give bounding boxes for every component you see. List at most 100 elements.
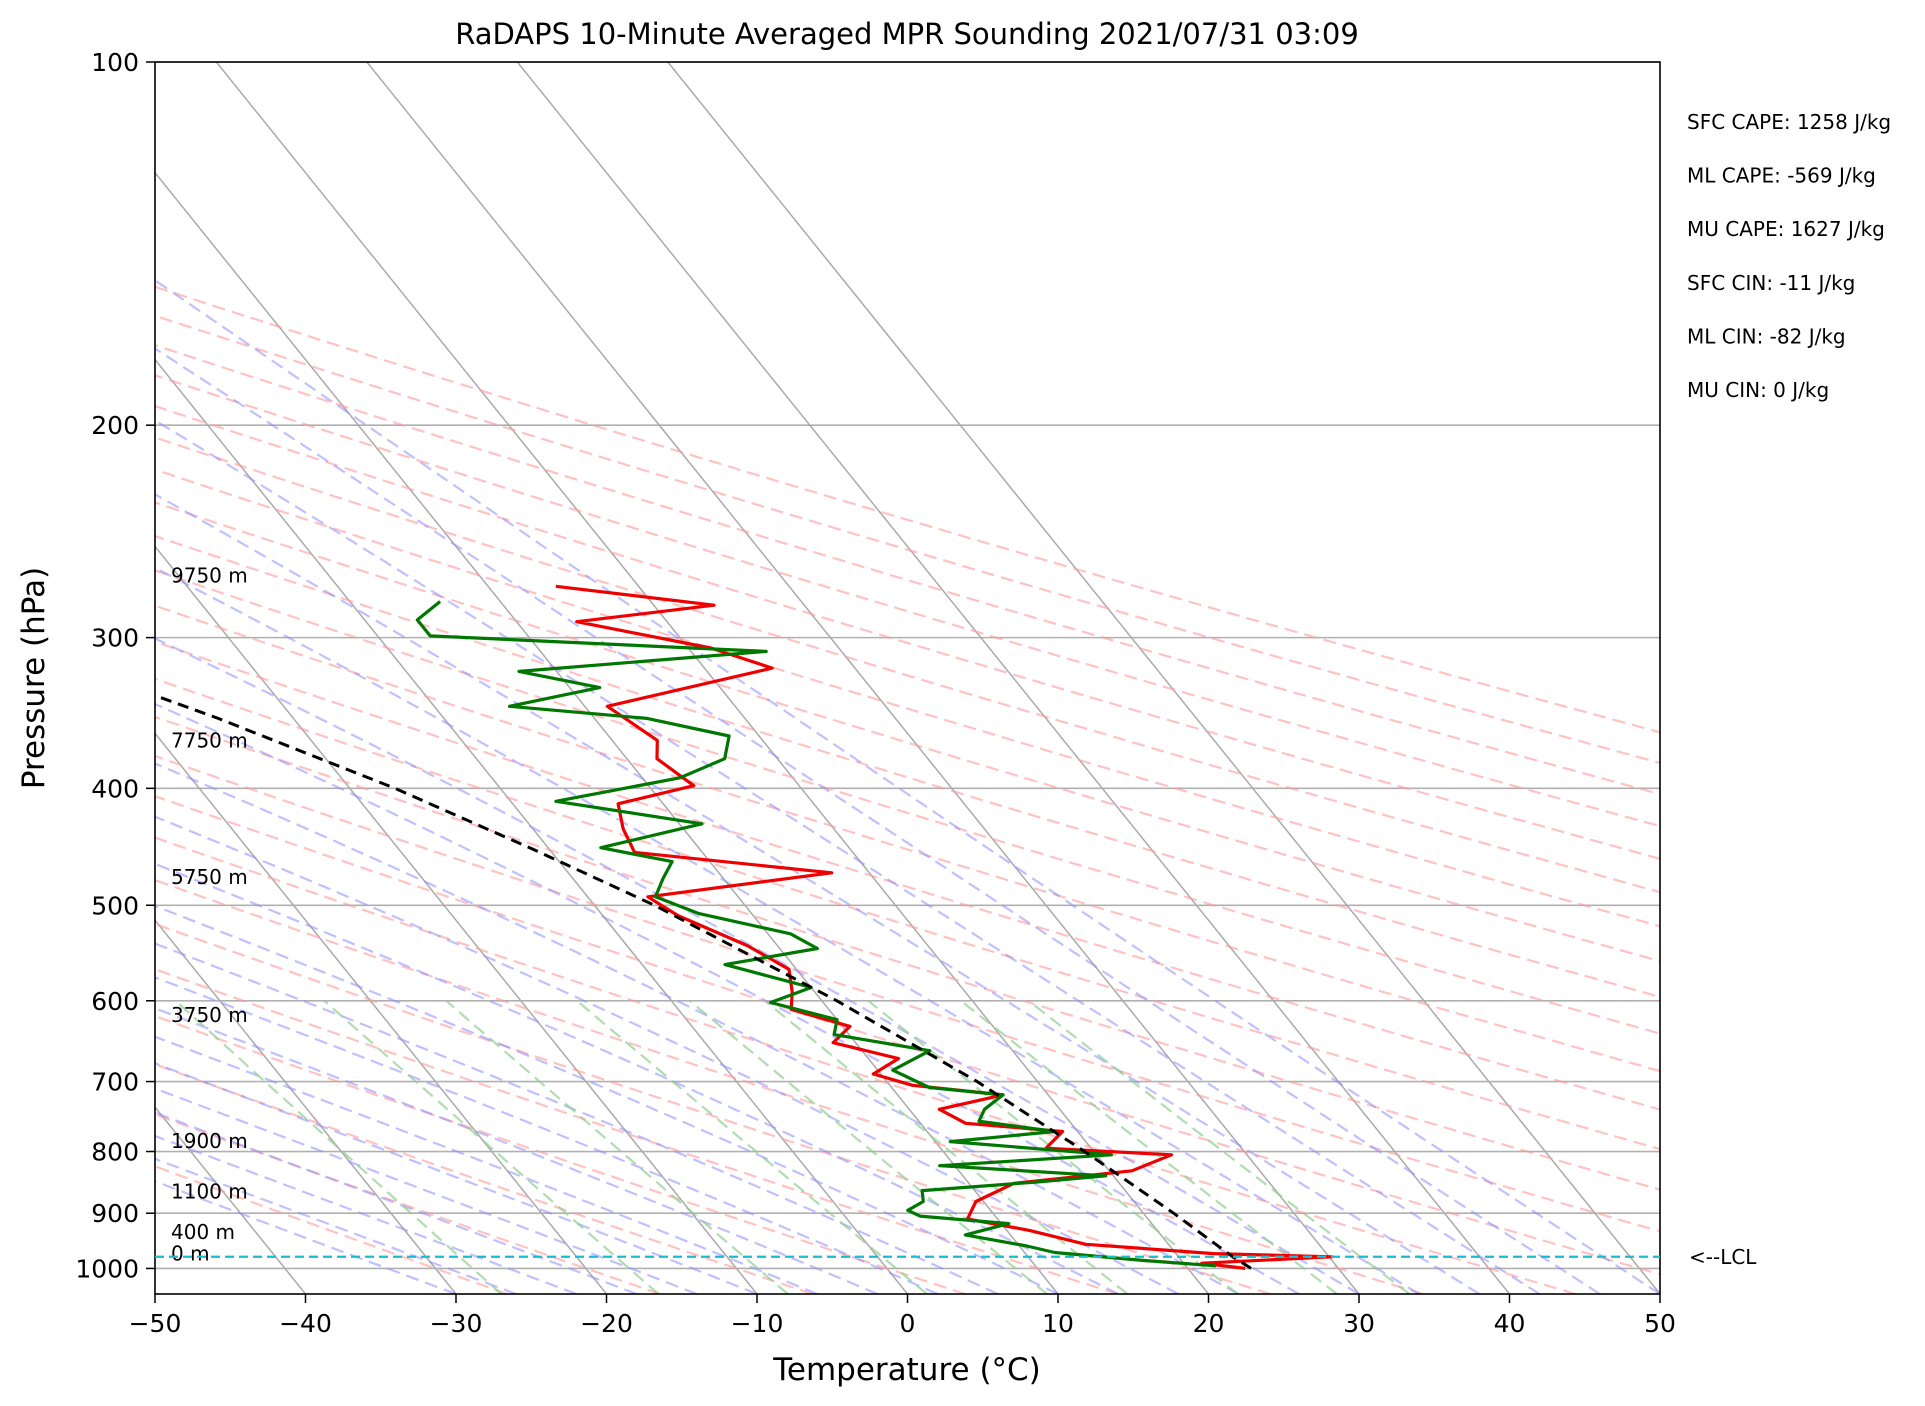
series-layer — [155, 584, 1334, 1270]
mixing-ratio-line — [323, 999, 660, 1294]
y-tick-label: 200 — [91, 411, 139, 440]
dry-adiabat-line — [155, 285, 1660, 734]
moist-adiabat-line — [155, 347, 1601, 1294]
isotherm-line — [155, 919, 457, 1294]
y-tick-label: 100 — [91, 48, 139, 77]
moist-adiabat-line — [155, 862, 1119, 1294]
x-axis: −50 −40 −30 −20 −10 0 10 20 30 40 50 — [129, 1294, 1676, 1338]
x-tick-label: 50 — [1644, 1309, 1676, 1338]
dewpoint-line — [415, 600, 1217, 1268]
moist-adiabat-line — [155, 904, 1059, 1294]
dry-adiabat-line — [155, 344, 1660, 796]
x-tick-label: 30 — [1343, 1309, 1375, 1338]
y-axis-label: Pressure (hPa) — [16, 567, 52, 789]
lcl-label: <--LCL — [1689, 1245, 1757, 1269]
moist-adiabat-line — [155, 1035, 818, 1294]
y-tick-label: 500 — [91, 891, 139, 920]
dry-adiabat-line — [155, 795, 1660, 1276]
dry-adiabat-line — [155, 640, 1660, 1111]
parcel-line — [155, 693, 1252, 1270]
chart-title: RaDAPS 10-Minute Averaged MPR Sounding 2… — [455, 17, 1359, 51]
dry-adiabat-line — [155, 468, 1660, 928]
moist-adiabat-line — [155, 1062, 758, 1294]
dry-adiabat-line — [155, 534, 1660, 999]
dry-adiabat-line — [155, 436, 1660, 894]
x-tick-label: 40 — [1494, 1309, 1526, 1338]
dry-adiabat-line — [155, 569, 1660, 1035]
x-tick-label: −40 — [279, 1309, 332, 1338]
height-label: 3750 m — [171, 1003, 248, 1027]
moist-adiabat-line — [155, 942, 999, 1294]
index-label: ML CAPE: -569 J/kg — [1687, 164, 1876, 188]
dry-adiabat-line — [155, 715, 1660, 1191]
dry-adiabat-line — [155, 501, 1660, 963]
plot-frame — [154, 61, 1661, 1295]
isotherm-line — [215, 62, 1210, 1294]
x-axis-label: Temperature (°C) — [772, 1352, 1041, 1388]
height-label: 5750 m — [171, 865, 248, 889]
grid-layer — [155, 62, 1660, 1294]
dry-adiabat-line — [155, 374, 1660, 828]
dry-adiabat-line — [155, 677, 1660, 1151]
dry-adiabat-line — [155, 922, 1271, 1294]
moist-adiabat-line — [155, 1180, 457, 1294]
y-tick-label: 400 — [91, 774, 139, 803]
index-label: MU CIN: 0 J/kg — [1687, 378, 1829, 402]
moist-adiabat-line — [155, 419, 1541, 1294]
dry-adiabat-line — [155, 404, 1660, 860]
mixing-ratio-line — [445, 999, 789, 1294]
x-tick-label: 20 — [1193, 1309, 1225, 1338]
mixing-ratio-line — [1027, 999, 1411, 1294]
isotherm-line — [155, 732, 608, 1294]
moist-adiabat-line — [155, 762, 1240, 1294]
height-label: 9750 m — [171, 563, 248, 587]
height-label: 1100 m — [171, 1179, 248, 1203]
dry-adiabat-line — [155, 878, 1424, 1294]
y-tick-label: 300 — [91, 624, 139, 653]
moist-adiabat-line — [155, 1134, 577, 1294]
mixing-ratio-line — [175, 999, 502, 1294]
height-label: 400 m — [171, 1220, 235, 1244]
dry-adiabat-line — [155, 754, 1660, 1233]
moist-adiabat-line — [155, 1111, 637, 1294]
height-label: 1900 m — [171, 1129, 248, 1153]
index-label: SFC CIN: -11 J/kg — [1687, 271, 1855, 295]
mixing-ratio-line — [576, 999, 928, 1294]
y-tick-label: 600 — [91, 987, 139, 1016]
moist-adiabat-line — [155, 278, 1660, 1294]
height-label: 0 m — [171, 1242, 210, 1266]
x-tick-label: −50 — [129, 1309, 182, 1338]
dry-adiabat-line — [155, 1014, 966, 1294]
dry-adiabat-line — [155, 314, 1660, 765]
isotherm-line — [366, 62, 1360, 1294]
dry-adiabat-line — [155, 1165, 508, 1294]
moist-adiabat-line — [155, 637, 1360, 1294]
moist-adiabat-line — [155, 1007, 878, 1294]
isotherm-line — [155, 545, 758, 1294]
moist-adiabat-line — [155, 566, 1420, 1294]
index-label: ML CIN: -82 J/kg — [1687, 324, 1846, 348]
isotherm-line — [667, 62, 1660, 1294]
y-tick-label: 800 — [91, 1138, 139, 1167]
x-tick-label: 10 — [1042, 1309, 1074, 1338]
moist-adiabat-line — [155, 976, 939, 1294]
isotherm-line — [516, 62, 1511, 1294]
x-tick-label: −10 — [731, 1309, 784, 1338]
y-axis: 100 200 300 400 500 600 700 800 900 1000 — [75, 48, 155, 1283]
index-label: MU CAPE: 1627 J/kg — [1687, 217, 1885, 241]
dry-adiabat-line — [155, 968, 1119, 1294]
dry-adiabat-line — [155, 604, 1660, 1073]
y-tick-label: 1000 — [75, 1254, 139, 1283]
x-tick-label: −20 — [580, 1309, 633, 1338]
lcl-marker: <--LCL — [155, 1245, 1757, 1269]
x-tick-label: −30 — [430, 1309, 483, 1338]
isotherm-line — [155, 171, 1059, 1294]
isotherm-line — [155, 358, 909, 1294]
moist-adiabat-line — [155, 815, 1179, 1294]
height-label: 7750 m — [171, 728, 248, 752]
moist-adiabat-line — [155, 493, 1480, 1294]
moist-adiabat-line — [155, 1087, 698, 1294]
mixing-ratio-line — [689, 999, 1048, 1294]
